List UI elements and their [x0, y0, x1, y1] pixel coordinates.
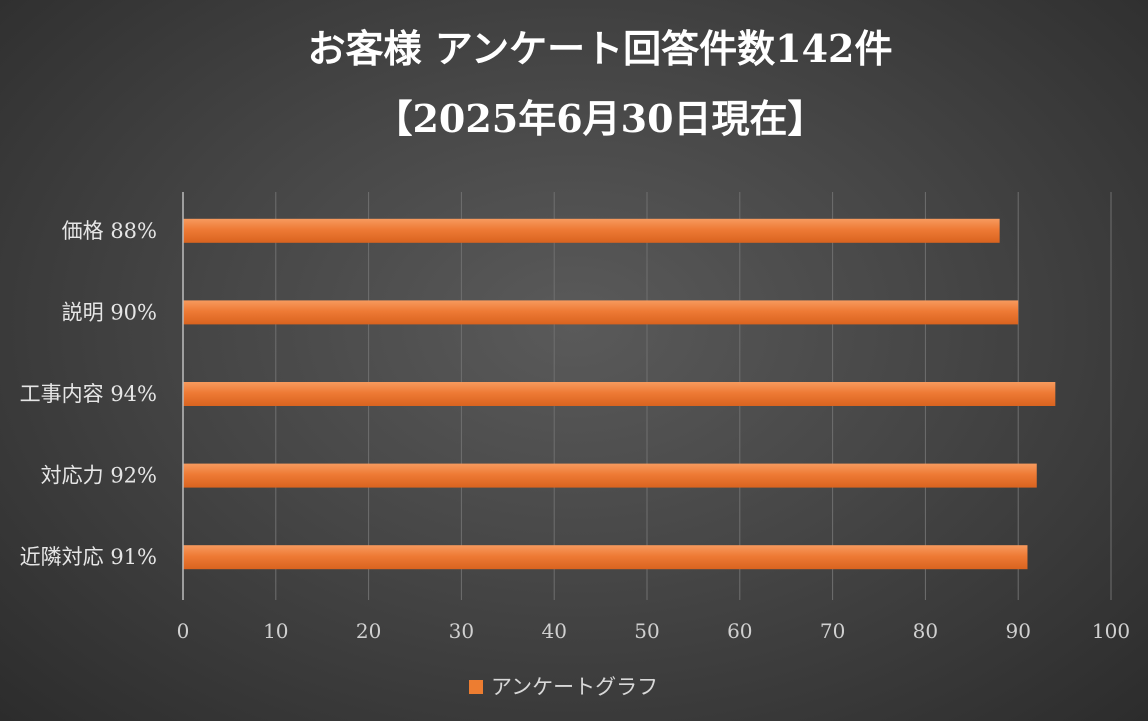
category-label-3: 対応力 92%	[41, 464, 157, 488]
x-tick-label-40: 40	[541, 619, 566, 643]
bar-4	[183, 545, 1028, 570]
bar-2	[183, 382, 1056, 406]
legend-label: アンケートグラフ	[491, 675, 658, 699]
chart-title-line-1: お客様 アンケート回答件数142件	[307, 26, 892, 71]
category-label-2: 工事内容 94%	[20, 382, 157, 406]
bar-1	[183, 300, 1019, 325]
category-label-0: 価格 88%	[62, 219, 157, 243]
x-tick-label-30: 30	[449, 619, 474, 643]
legend-swatch	[469, 680, 483, 694]
x-tick-label-10: 10	[263, 619, 288, 643]
x-tick-label-90: 90	[1005, 619, 1030, 643]
x-tick-label-80: 80	[913, 619, 938, 643]
x-tick-label-60: 60	[727, 619, 752, 643]
x-tick-label-0: 0	[177, 619, 190, 643]
x-tick-label-50: 50	[634, 619, 659, 643]
category-labels: 価格 88% 説明 90% 工事内容 94% 対応力 92% 近隣対応 91%	[20, 219, 157, 569]
bars	[183, 218, 1056, 570]
x-axis-ticks: 0 10 20 30 40 50 60 70 80 90 100	[177, 619, 1130, 643]
bar-0	[183, 218, 1000, 243]
category-label-4: 近隣対応 91%	[20, 545, 157, 569]
bar-3	[183, 463, 1037, 488]
legend: アンケートグラフ	[469, 675, 658, 699]
category-label-1: 説明 90%	[62, 300, 157, 324]
chart-title-line-2: 【2025年6月30日現在】	[374, 96, 825, 141]
x-tick-label-100: 100	[1092, 619, 1130, 643]
x-tick-label-70: 70	[820, 619, 845, 643]
x-tick-label-20: 20	[356, 619, 381, 643]
